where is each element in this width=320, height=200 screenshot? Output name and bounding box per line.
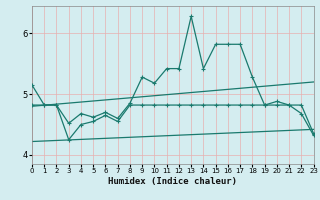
- X-axis label: Humidex (Indice chaleur): Humidex (Indice chaleur): [108, 177, 237, 186]
